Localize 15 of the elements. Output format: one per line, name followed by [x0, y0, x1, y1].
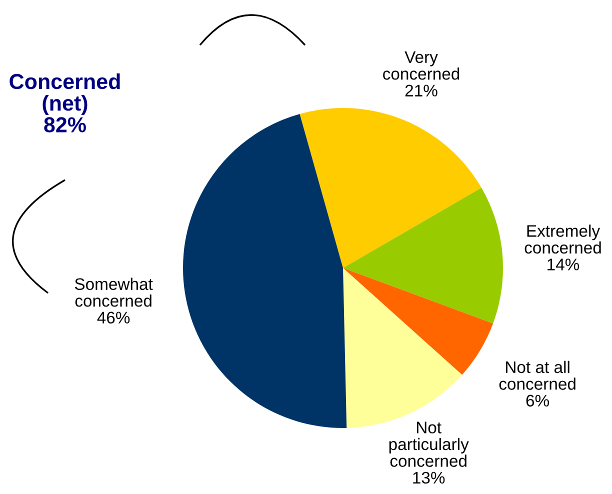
slice-label: Somewhat concerned [74, 278, 153, 307]
slice-label: Very concerned [383, 51, 460, 80]
text: Concerned (net) 82% [10, 73, 120, 132]
pie-slice [343, 268, 494, 375]
pie-slice [300, 108, 482, 268]
slice-label: Not at all concerned [499, 360, 576, 390]
data-label: 6% [526, 394, 549, 407]
data-label: 13% [413, 472, 445, 484]
slice-label: Not particularly concerned [389, 422, 469, 467]
slice-label: Extremely concerned [524, 224, 601, 254]
data-label: 14% [548, 258, 580, 270]
data-label: 46% [97, 312, 130, 324]
pie-slice [343, 188, 503, 324]
data-label: 21% [405, 84, 438, 96]
pie-slice [183, 114, 347, 428]
